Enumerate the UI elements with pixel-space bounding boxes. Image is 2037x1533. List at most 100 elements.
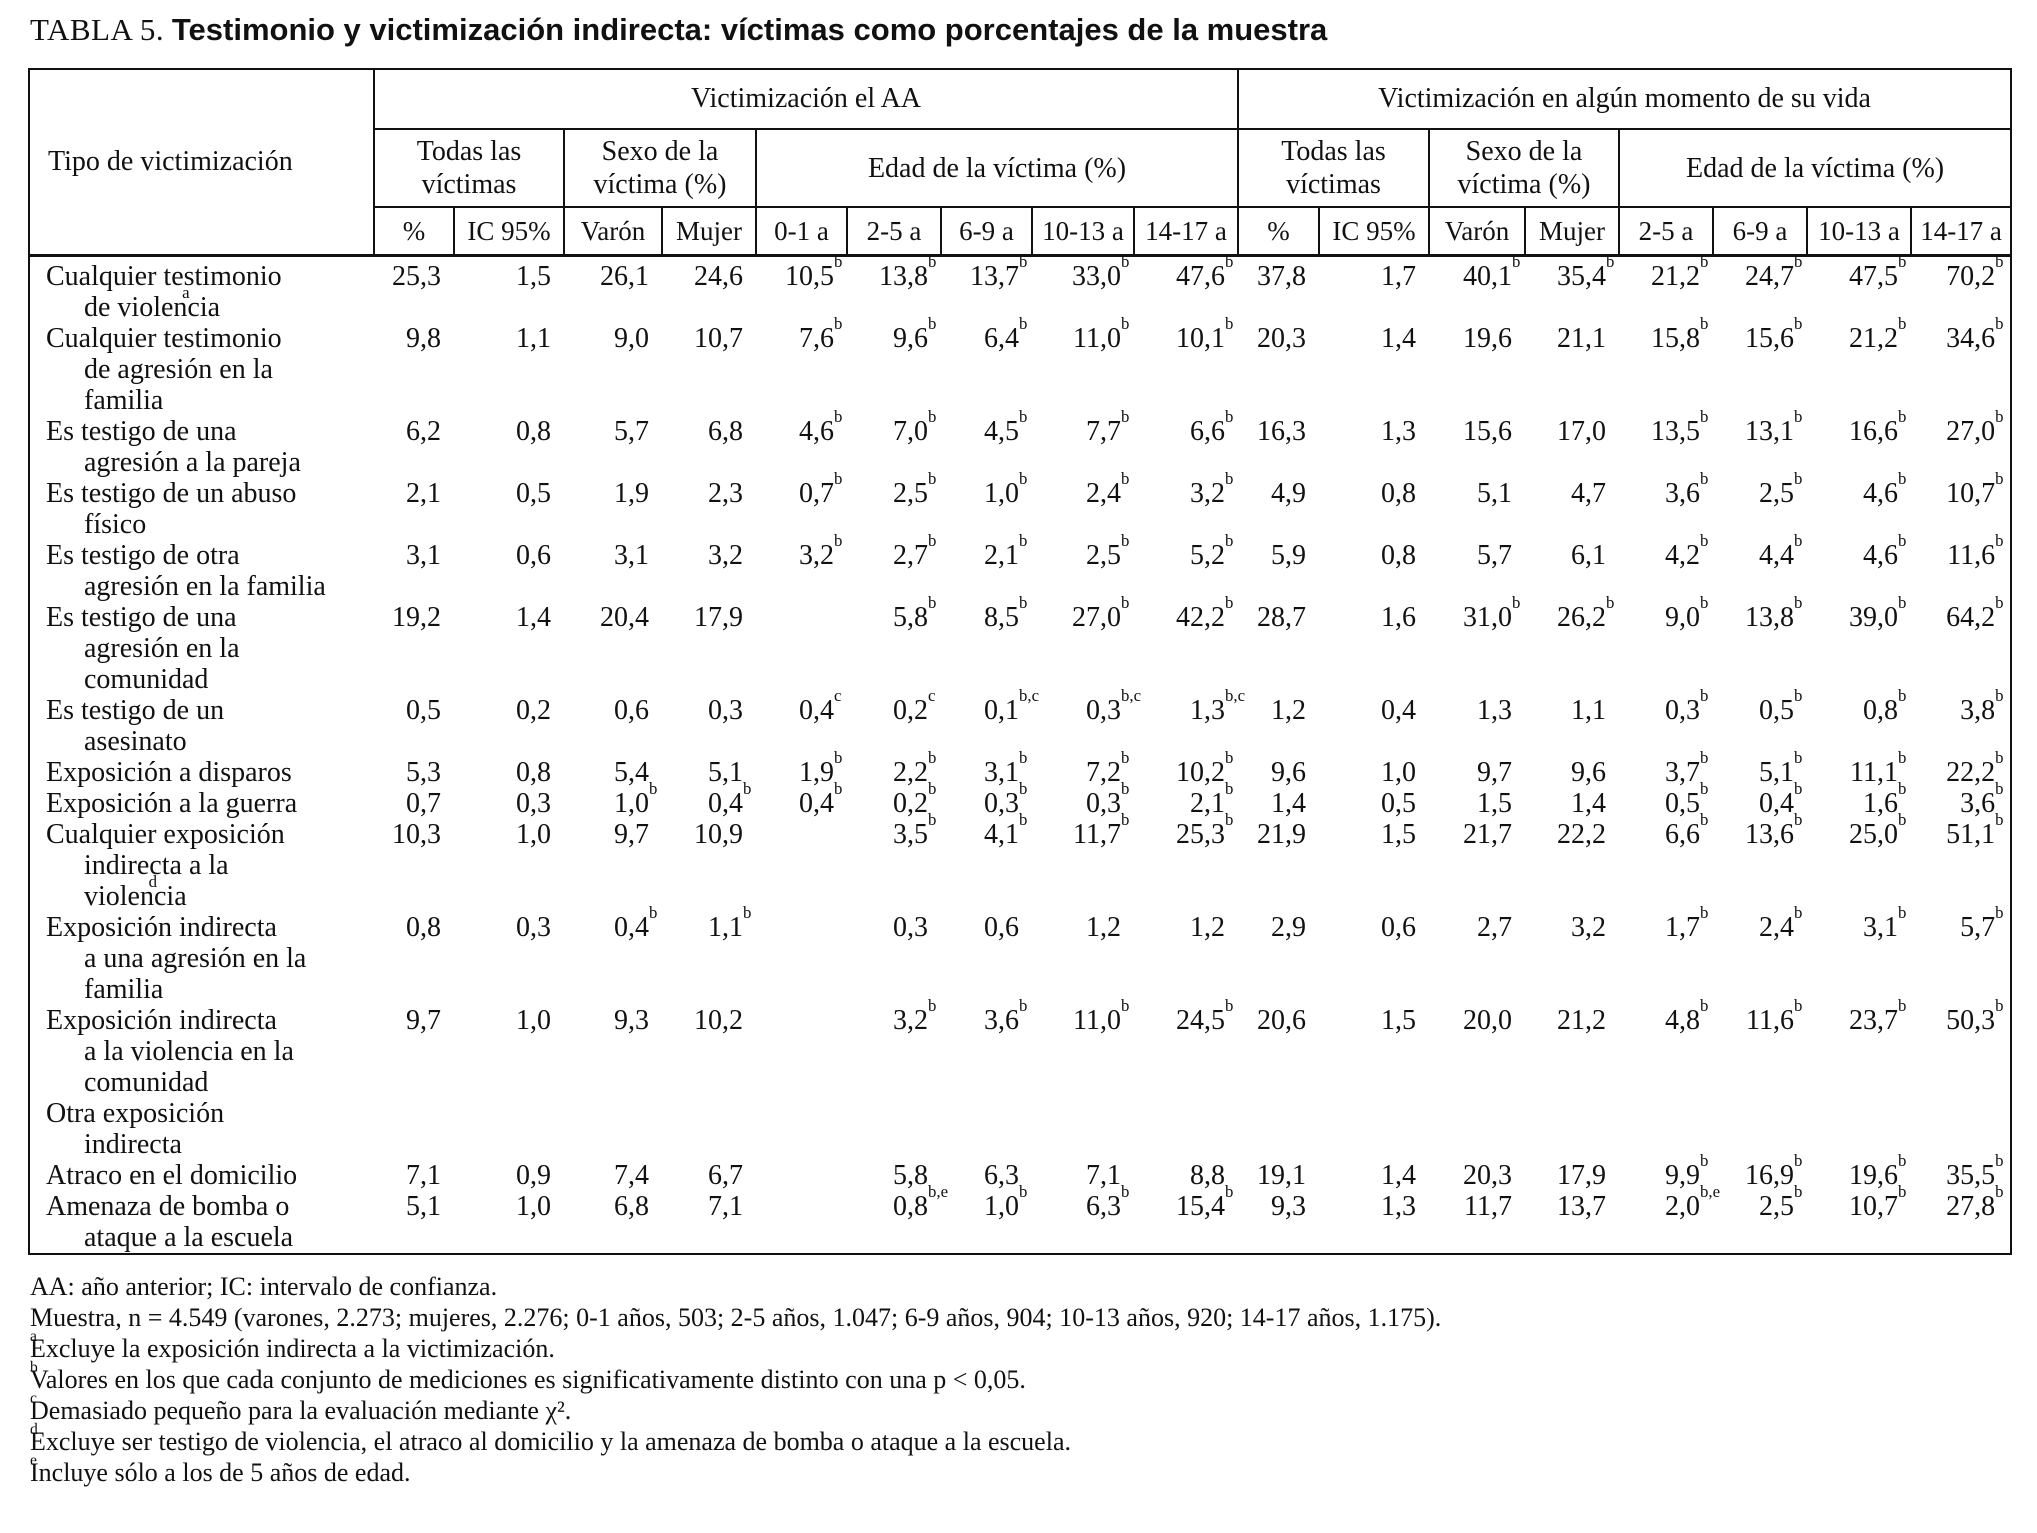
data-cell: 13,6b (1745, 809, 1803, 850)
data-cell (756, 819, 847, 912)
data-cell: 7,2b (1086, 747, 1130, 788)
data-cell: 2,1 (406, 478, 441, 509)
data-cell: 1,1 (1571, 695, 1606, 726)
data-cell: 6,6b (1665, 809, 1709, 850)
data-cell: 0,2b (893, 778, 937, 819)
data-cell: 1,2 (1086, 912, 1121, 943)
data-cell: 5,7b (1960, 902, 2004, 943)
data-cell: 3,8b (1960, 685, 2004, 726)
data-cell: 2,1b (1190, 778, 1234, 819)
col-aa-mujer: Mujer (661, 207, 756, 257)
data-cell: 25,3b (1176, 809, 1234, 850)
col-life-pct: % (1237, 207, 1319, 257)
data-cell: 0,5 (406, 695, 441, 726)
data-cell: 10,2 (694, 1005, 743, 1036)
data-cell (1619, 1098, 1713, 1160)
data-cell (1319, 1098, 1429, 1160)
data-cell: 6,2 (406, 416, 441, 447)
data-cell: 15,8b (1651, 313, 1709, 354)
col-aa-pct: % (373, 207, 454, 257)
data-cell: 4,6b (1863, 468, 1907, 509)
data-cell: 6,3b (1086, 1181, 1130, 1222)
data-cell: 2,4b (1086, 468, 1130, 509)
data-cell: 1,0 (516, 1005, 551, 1036)
table-row: Es testigo de un asesinato 0,5 0,2 0,6 0,3 0,… (29, 685, 2011, 757)
data-cell: 0,7b (799, 468, 843, 509)
data-cell: 1,7b (1665, 902, 1709, 943)
data-cell: 39,0b (1849, 592, 1907, 633)
footnote: Muestra, n = 4.549 (varones, 2.273; muje… (30, 1303, 1442, 1332)
data-cell: 1,0b (614, 778, 658, 819)
data-cell: 2,7 (1477, 912, 1512, 943)
data-cell: 6,3 (984, 1160, 1019, 1191)
footnote: eIncluye sólo a los de 5 años de edad. (30, 1452, 411, 1487)
data-cell: 4,5b (984, 406, 1028, 447)
data-cell: 0,8b (1863, 685, 1907, 726)
data-cell: 0,6 (984, 912, 1019, 943)
data-cell: 1,0b (984, 1181, 1028, 1222)
data-cell (756, 912, 847, 1005)
data-cell: 1,5 (1381, 819, 1416, 850)
data-cell: 19,1 (1257, 1160, 1306, 1191)
data-cell: 35,5b (1946, 1150, 2004, 1191)
table-title: TABLA 5. Testimonio y victimización indi… (30, 12, 2037, 48)
data-cell: 10,7 (694, 323, 743, 354)
data-cell: 0,4c (799, 685, 842, 726)
data-cell (1238, 1098, 1319, 1160)
data-cell: 5,2b (1190, 530, 1234, 571)
data-cell: 1,5 (1477, 788, 1512, 819)
data-cell: 27,0b (1946, 406, 2004, 447)
data-cell: 8,8 (1190, 1160, 1225, 1191)
data-cell: 0,4b (708, 778, 752, 819)
row-label: Exposición indirecta a una agresión en l… (46, 912, 307, 1005)
data-cell: 9,7 (1477, 757, 1512, 788)
table-row: Otra exposición indirecta (29, 1098, 2011, 1160)
data-cell: 1,3b,c (1190, 685, 1246, 726)
data-cell: 1,4 (1571, 788, 1606, 819)
col-aa-10-13: 10-13 a (1031, 207, 1134, 257)
col-life-6-9: 6-9 a (1712, 207, 1807, 257)
data-cell: 24,5b (1176, 995, 1234, 1036)
data-cell: 70,2b (1946, 251, 2004, 292)
data-cell: 13,8b (1745, 592, 1803, 633)
data-cell: 21,2b (1651, 251, 1709, 292)
data-cell: 1,7 (1381, 261, 1416, 292)
data-cell: 0,7 (406, 788, 441, 819)
footnote: AA: año anterior; IC: intervalo de confi… (30, 1272, 498, 1301)
data-cell: 5,7 (1477, 540, 1512, 571)
data-cell (1713, 1098, 1807, 1160)
data-cell: 7,1 (708, 1191, 743, 1222)
header-edad-aa: Edad de la víctima (%) (755, 129, 1238, 208)
data-cell: 1,4 (1271, 788, 1306, 819)
data-cell: 2,5b (1759, 1181, 1803, 1222)
data-cell: 3,6b (1960, 778, 2004, 819)
data-cell: 6,6b (1190, 406, 1234, 447)
data-cell: 20,6 (1257, 1005, 1306, 1036)
data-cell: 0,6 (516, 540, 551, 571)
data-cell: 6,8 (708, 416, 743, 447)
data-cell: 16,6b (1849, 406, 1907, 447)
data-cell: 2,5b (893, 468, 937, 509)
data-cell: 6,8 (614, 1191, 649, 1222)
row-label: Exposición indirecta a la violencia en l… (46, 1005, 294, 1098)
row-label: Atraco en el domicilio (46, 1160, 298, 1191)
data-cell: 22,2 (1557, 819, 1606, 850)
data-cell: 5,1b (1759, 747, 1803, 788)
data-cell: 11,1b (1850, 747, 1907, 788)
data-cell: 21,7 (1463, 819, 1512, 850)
data-cell: 16,3 (1257, 416, 1306, 447)
data-cell: 7,1 (406, 1160, 441, 1191)
data-cell: 0,4b (799, 778, 843, 819)
header-group-row: Tipo de victimización Victimización el A… (29, 69, 2012, 257)
data-cell: 20,3 (1463, 1160, 1512, 1191)
table-row: Exposición indirecta a una agresión en l… (29, 902, 2011, 1005)
data-cell: 13,5b (1651, 406, 1709, 447)
row-label: Es testigo de un abuso físico (46, 478, 297, 540)
data-cell: 9,9b (1665, 1150, 1709, 1191)
data-cell: 5,3 (406, 757, 441, 788)
victimization-table: Tipo de victimización Victimización el A… (28, 68, 2013, 1255)
data-cell: 5,7 (614, 416, 649, 447)
data-cell: 0,1b,c (984, 685, 1040, 726)
data-cell: 2,1b (984, 530, 1028, 571)
data-cell: 0,5b (1759, 685, 1803, 726)
